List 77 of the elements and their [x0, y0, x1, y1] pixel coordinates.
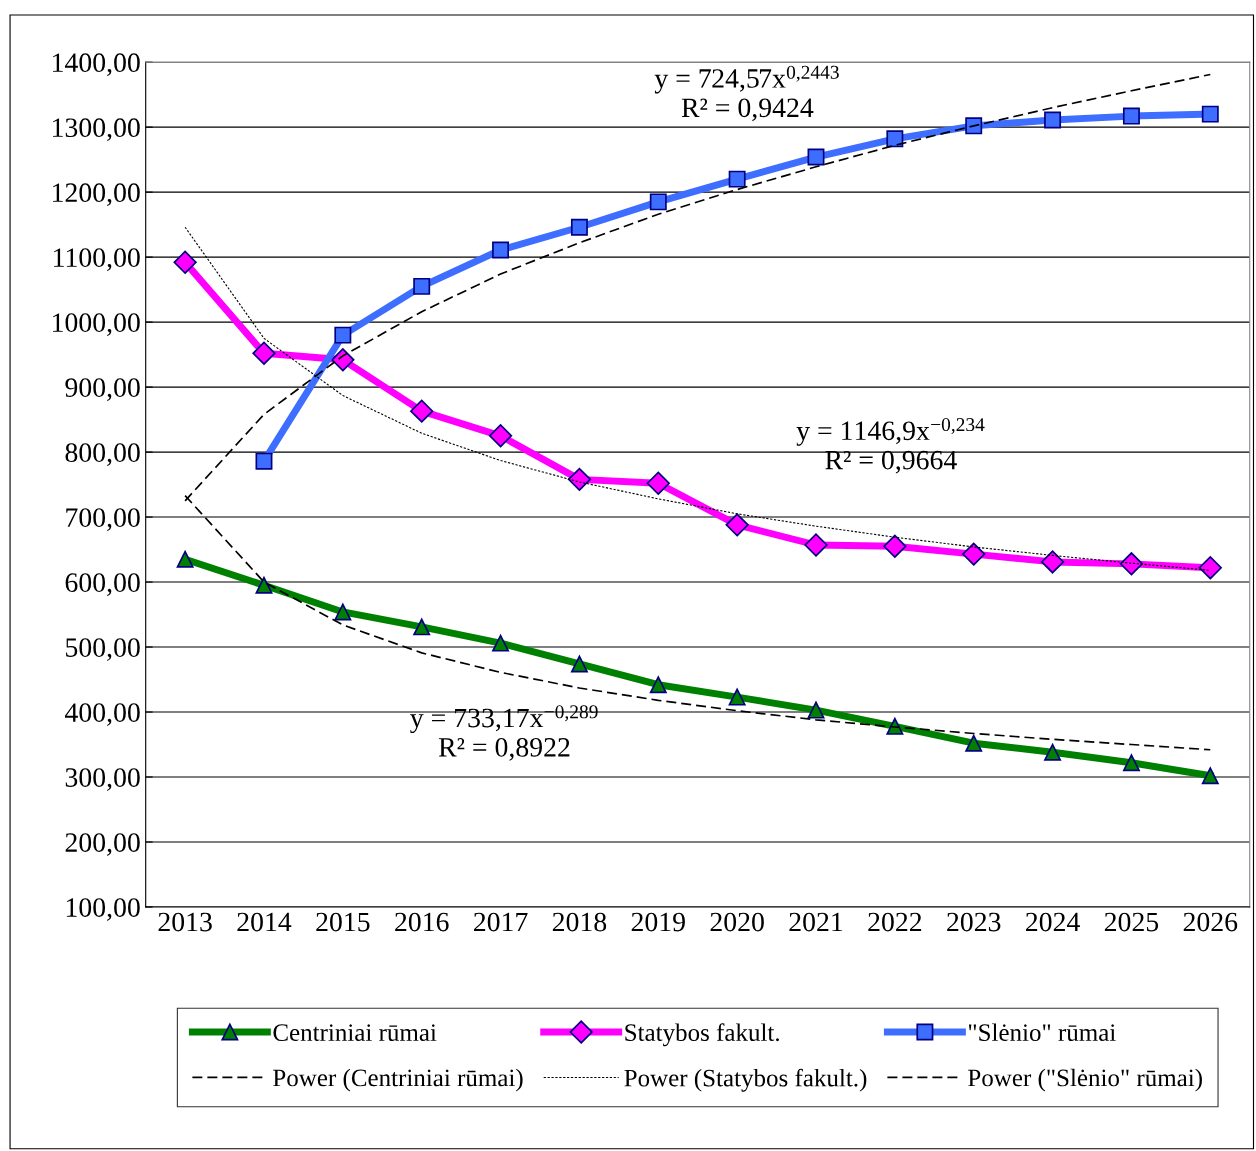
y-tick-label: 300,00: [65, 768, 140, 791]
y-tick-label: 700,00: [66, 508, 140, 531]
legend-label: Power (Statybos fakult.): [624, 1068, 867, 1092]
point: [1201, 105, 1219, 123]
x-tick-label: 2025: [1104, 912, 1159, 932]
point: [965, 734, 983, 752]
point: [649, 193, 667, 211]
y-tick-label: 1000,00: [53, 313, 140, 337]
point: [1201, 767, 1219, 785]
point: [570, 655, 588, 673]
point: [1198, 556, 1222, 580]
y-tick-label: 1100,00: [54, 248, 140, 272]
point: [252, 341, 276, 365]
point: [807, 148, 825, 166]
y-tick-label: 100,00: [66, 898, 140, 921]
point: [1122, 107, 1140, 125]
point: [176, 550, 194, 568]
x-tick-label: 2014: [237, 912, 292, 932]
point: [492, 241, 510, 259]
x-tick-label: 2024: [1026, 912, 1080, 932]
x-tick-label: 2026: [1183, 912, 1238, 932]
point: [331, 348, 355, 372]
x-tick-label: 2021: [789, 912, 843, 932]
point: [413, 277, 431, 295]
legend-label: Power ("Slėnio" rūmai): [968, 1068, 1202, 1092]
point: [1122, 754, 1140, 772]
y-tick-label: 900,00: [65, 378, 140, 401]
legend-label: Centriniai rūmai: [273, 1024, 437, 1042]
point: [413, 618, 431, 636]
annotation: y = 724,57x$^{0,2443}$ R² = 0,9424: [654, 65, 839, 122]
x-tick-label: 2019: [631, 912, 685, 932]
point: [1119, 552, 1144, 576]
x-tick-label: 2017: [474, 912, 528, 932]
point: [649, 676, 667, 694]
x-tick-label: 2015: [316, 912, 370, 932]
point: [255, 576, 273, 594]
point: [570, 218, 588, 236]
point: [255, 452, 273, 470]
point: [1040, 550, 1065, 574]
y-tick-label: 500,00: [66, 638, 140, 661]
point: [567, 467, 592, 492]
point: [728, 688, 746, 706]
x-tick-label: 2020: [710, 912, 764, 932]
point: [492, 634, 510, 652]
legend-label: "Slėnio" rūmai: [968, 1023, 1116, 1042]
x-tick-label: 2023: [947, 912, 1001, 932]
point: [883, 534, 907, 558]
annotation: y = 1146,9x$^{−0,234}$ R² = 0,9664: [796, 418, 985, 474]
x-tick-label: 2022: [868, 912, 922, 932]
y-tick-label: 800,00: [65, 443, 140, 466]
y-tick-label: 1300,00: [53, 118, 140, 142]
y-tick-label: 1400,00: [53, 53, 140, 77]
point: [488, 424, 513, 448]
point: [646, 471, 670, 495]
point: [965, 117, 983, 135]
annotation: y = 733,17x$^{−0,289}$ R² = 0,8922: [410, 705, 598, 761]
point: [725, 513, 749, 537]
point: [1044, 111, 1062, 129]
point: [1044, 743, 1062, 761]
point: [334, 326, 352, 344]
point: [728, 170, 746, 188]
point: [804, 533, 828, 557]
x-tick-label: 2018: [552, 912, 607, 932]
point: [962, 542, 986, 566]
point: [173, 250, 197, 274]
y-tick-label: 200,00: [65, 833, 140, 856]
x-tick-label: 2013: [158, 912, 212, 932]
legend-label: Power (Centriniai rūmai): [273, 1068, 523, 1092]
x-tick-label: 2016: [395, 912, 449, 932]
point: [334, 603, 352, 621]
y-tick-label: 600,00: [65, 573, 140, 596]
point: [807, 701, 825, 719]
legend-label: Statybos fakult.: [625, 1023, 779, 1047]
y-tick-label: 400,00: [64, 703, 140, 726]
y-tick-label: 1200,00: [53, 183, 140, 207]
point: [410, 399, 434, 423]
point: [886, 130, 904, 148]
